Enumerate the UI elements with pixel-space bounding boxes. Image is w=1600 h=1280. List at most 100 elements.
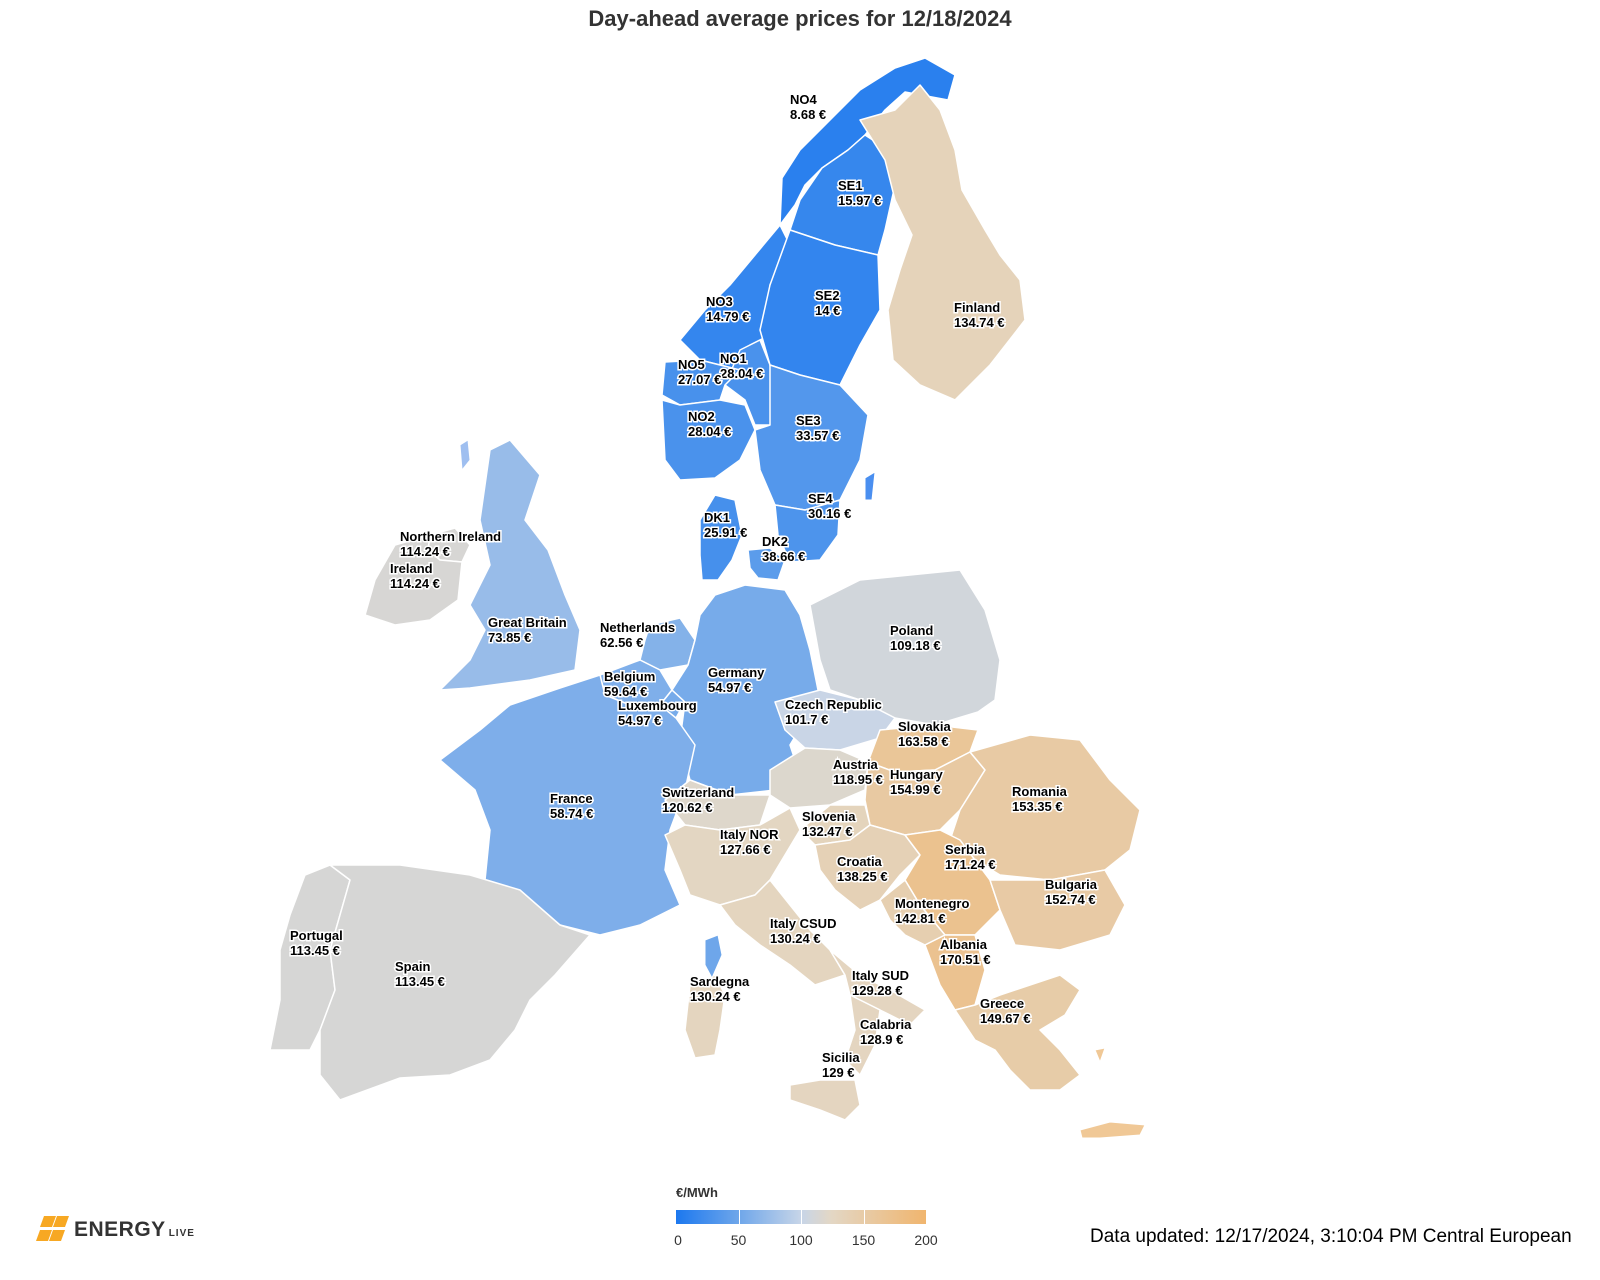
region-price-albania: 170.51 € [940,952,991,967]
region-label-dk1: DK1 [704,510,730,525]
data-updated-text: Data updated: 12/17/2024, 3:10:04 PM Cen… [1090,1226,1572,1247]
region-label-spain: Spain [395,959,430,974]
region-no5[interactable] [661,359,741,406]
region-spain[interactable] [319,864,591,1101]
logo-wordmark-sub: LIVE [168,1227,195,1239]
region-label-austria: Austria [833,757,879,772]
region-price-great-britain: 73.85 € [488,630,531,645]
region-sardegna[interactable] [684,974,726,1059]
region-label-se1: SE1 [838,178,863,193]
region-albania[interactable] [924,934,986,1011]
region-label-luxembourg: Luxembourg [618,698,697,713]
region-label-belgium: Belgium [604,669,655,684]
region-label-czech-republic: Czech Republic [785,697,882,712]
region-price-hungary: 154.99 € [890,782,941,797]
legend-unit: €/MWh [676,1185,718,1200]
region-price-italy-nor: 127.66 € [720,842,771,857]
region-price-se3: 33.57 € [796,428,839,443]
region-finland[interactable] [859,84,1026,401]
outer-hebrides-island [459,439,471,472]
legend-tick-mark [863,1210,865,1224]
region-label-romania: Romania [1012,784,1068,799]
region-label-france: France [550,791,593,806]
region-price-germany: 54.97 € [708,680,751,695]
region-price-belgium: 59.64 € [604,684,647,699]
region-label-slovenia: Slovenia [802,809,856,824]
crete-island [1079,1121,1146,1139]
region-calabria[interactable] [844,994,881,1076]
legend-tick-label: 0 [674,1232,682,1248]
region-great-britain[interactable] [439,439,581,691]
region-label-no5: NO5 [678,357,705,372]
corsica-island [704,934,723,980]
region-ireland[interactable] [364,534,463,626]
region-france[interactable] [439,674,696,936]
region-price-netherlands: 62.56 € [600,635,643,650]
region-label-no4: NO4 [790,92,818,107]
region-label-northern-ireland: Northern Ireland [400,529,501,544]
region-price-dk1: 25.91 € [704,525,747,540]
region-label-italy-nor: Italy NOR [720,827,779,842]
region-price-austria: 118.95 € [833,772,883,787]
region-greece[interactable] [954,974,1081,1091]
region-price-no3: 14.79 € [706,309,749,324]
region-price-se4: 30.16 € [808,506,851,521]
region-croatia[interactable] [814,824,921,911]
region-price-no1: 28.04 € [720,366,763,381]
region-sicilia[interactable] [789,1079,861,1121]
region-price-se1: 15.97 € [838,193,881,208]
region-no4[interactable] [779,57,956,226]
region-label-se2: SE2 [815,288,840,303]
region-price-bulgaria: 152.74 € [1045,892,1096,907]
legend-tick-label: 150 [851,1232,876,1248]
region-bulgaria[interactable] [989,869,1126,951]
region-label-dk2: DK2 [762,534,788,549]
region-price-slovenia: 132.47 € [802,824,853,839]
region-price-italy-sud: 129.28 € [852,983,903,998]
region-italy-sud[interactable] [829,949,926,1026]
logo-wordmark: ENERGY [74,1218,166,1241]
region-label-serbia: Serbia [945,842,986,857]
region-price-northern-ireland: 114.24 € [400,544,450,559]
region-price-no2: 28.04 € [688,424,731,439]
region-dk2[interactable] [747,547,786,581]
region-label-se4: SE4 [808,491,833,506]
region-dk1[interactable] [699,494,743,581]
region-label-bulgaria: Bulgaria [1045,877,1098,892]
region-se4[interactable] [774,499,841,563]
region-label-montenegro: Montenegro [895,896,969,911]
region-price-poland: 109.18 € [890,638,941,653]
legend-tick-label: 100 [789,1232,813,1248]
legend-tick-mark [801,1210,802,1224]
region-label-albania: Albania [940,937,988,952]
region-price-serbia: 171.24 € [945,857,996,872]
region-netherlands[interactable] [639,617,696,671]
legend-tick-mark [738,1210,740,1224]
region-label-portugal: Portugal [290,928,343,943]
region-price-ireland: 114.24 € [390,576,440,591]
region-label-sicilia: Sicilia [822,1050,860,1065]
region-label-switzerland: Switzerland [662,785,734,800]
region-price-czech-republic: 101.7 € [785,712,828,727]
region-label-calabria: Calabria [860,1017,912,1032]
energylive-logo-icon [35,1216,70,1244]
region-price-finland: 134.74 € [954,315,1005,330]
region-austria[interactable] [769,747,869,809]
aegean-island [1094,1047,1106,1064]
region-se1[interactable] [789,134,896,256]
region-italy-nor[interactable] [664,807,801,906]
region-price-slovakia: 163.58 € [898,734,949,749]
region-no2[interactable] [661,399,756,481]
region-price-se2: 14 € [815,303,840,318]
region-label-no2: NO2 [688,409,715,424]
legend-tick-label: 50 [730,1232,747,1248]
region-label-ireland: Ireland [390,561,433,576]
region-label-slovakia: Slovakia [898,719,952,734]
region-germany[interactable] [671,584,821,796]
region-price-croatia: 138.25 € [837,869,888,884]
region-label-se3: SE3 [796,413,821,428]
region-price-luxembourg: 54.97 € [618,713,661,728]
region-poland[interactable] [809,569,1001,726]
region-price-romania: 153.35 € [1012,799,1063,814]
